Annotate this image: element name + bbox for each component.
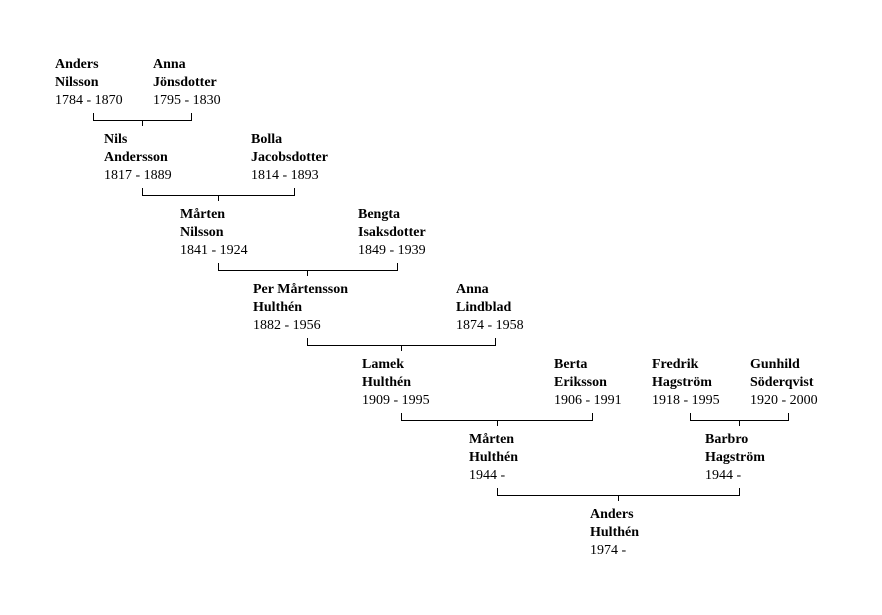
given-name: Fredrik (652, 357, 699, 372)
couple-bracket (401, 413, 593, 426)
surname: Isaksdotter (358, 225, 426, 240)
person-card: Anders Nilsson 1784 - 1870 (55, 56, 123, 110)
life-years: 1795 - 1830 (153, 93, 221, 108)
life-years: 1841 - 1924 (180, 243, 248, 258)
person-card: Lamek Hulthén 1909 - 1995 (362, 356, 430, 410)
couple-bracket (218, 263, 398, 276)
surname: Söderqvist (750, 375, 814, 390)
couple-bracket (142, 188, 295, 201)
life-years: 1814 - 1893 (251, 168, 319, 183)
surname: Lindblad (456, 300, 512, 315)
given-name: Lamek (362, 357, 404, 372)
life-years: 1882 - 1956 (253, 318, 321, 333)
given-name: Berta (554, 357, 588, 372)
given-name: Anna (456, 282, 489, 297)
surname: Hagström (652, 375, 712, 390)
life-years: 1906 - 1991 (554, 393, 622, 408)
person-card: Anna Lindblad 1874 - 1958 (456, 281, 524, 335)
life-years: 1944 - (469, 468, 506, 483)
given-name: Mårten (469, 432, 515, 447)
person-card: Bolla Jacobsdotter 1814 - 1893 (251, 131, 328, 185)
person-card: Barbro Hagström 1944 - (705, 431, 765, 485)
given-name: Bolla (251, 132, 283, 147)
life-years: 1817 - 1889 (104, 168, 172, 183)
life-years: 1944 - (705, 468, 742, 483)
person-card: Mårten Nilsson 1841 - 1924 (180, 206, 248, 260)
given-name: Anders (55, 57, 99, 72)
person-card: Berta Eriksson 1906 - 1991 (554, 356, 622, 410)
person-card: Gunhild Söderqvist 1920 - 2000 (750, 356, 818, 410)
surname: Hagström (705, 450, 765, 465)
person-card: Nils Andersson 1817 - 1889 (104, 131, 172, 185)
surname: Jacobsdotter (251, 150, 328, 165)
surname: Hulthén (253, 300, 303, 315)
life-years: 1849 - 1939 (358, 243, 426, 258)
life-years: 1920 - 2000 (750, 393, 818, 408)
surname: Jönsdotter (153, 75, 217, 90)
person-card: Per Mårtensson Hulthén 1882 - 1956 (253, 281, 348, 335)
given-name: Anders (590, 507, 634, 522)
given-name: Gunhild (750, 357, 800, 372)
given-name: Nils (104, 132, 128, 147)
given-name: Bengta (358, 207, 400, 222)
surname: Nilsson (180, 225, 224, 240)
surname: Hulthén (362, 375, 412, 390)
life-years: 1974 - (590, 543, 627, 558)
life-years: 1874 - 1958 (456, 318, 524, 333)
given-name: Anna (153, 57, 186, 72)
surname: Andersson (104, 150, 168, 165)
person-card: Anders Hulthén 1974 - (590, 506, 639, 560)
couple-bracket (93, 113, 192, 126)
surname: Hulthén (469, 450, 519, 465)
surname: Hulthén (590, 525, 640, 540)
life-years: 1909 - 1995 (362, 393, 430, 408)
given-name: Mårten (180, 207, 226, 222)
life-years: 1784 - 1870 (55, 93, 123, 108)
person-card: Anna Jönsdotter 1795 - 1830 (153, 56, 221, 110)
couple-bracket (497, 488, 740, 501)
person-card: Mårten Hulthén 1944 - (469, 431, 518, 485)
couple-bracket (307, 338, 496, 351)
given-name: Per Mårtensson (253, 282, 348, 297)
surname: Eriksson (554, 375, 607, 390)
couple-bracket (690, 413, 789, 426)
person-card: Fredrik Hagström 1918 - 1995 (652, 356, 720, 410)
surname: Nilsson (55, 75, 99, 90)
person-card: Bengta Isaksdotter 1849 - 1939 (358, 206, 426, 260)
life-years: 1918 - 1995 (652, 393, 720, 408)
given-name: Barbro (705, 432, 749, 447)
